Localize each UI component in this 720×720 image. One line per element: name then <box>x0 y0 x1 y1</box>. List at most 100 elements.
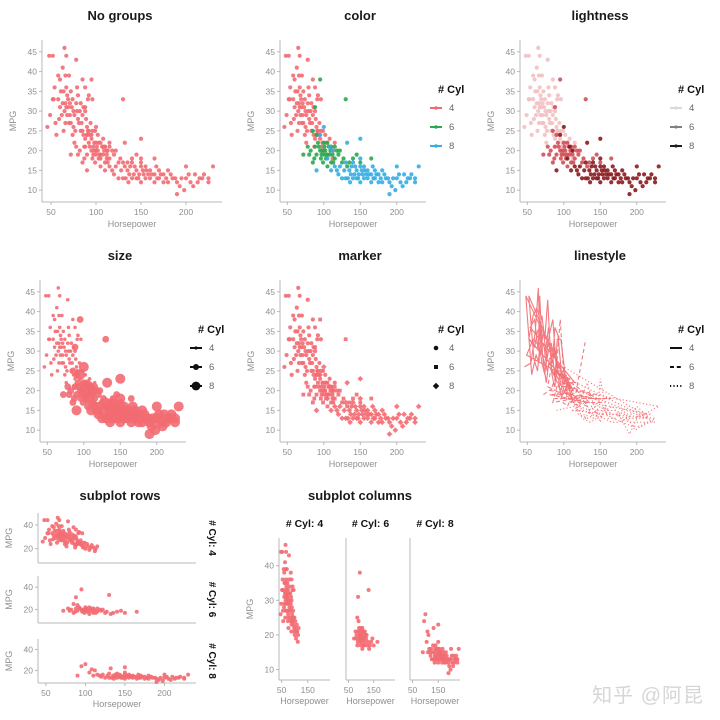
svg-text:4: 4 <box>689 103 694 114</box>
svg-text:30: 30 <box>28 106 38 116</box>
svg-text:Horsepower: Horsepower <box>329 459 378 469</box>
svg-text:25: 25 <box>506 366 516 376</box>
svg-text:100: 100 <box>317 207 331 217</box>
svg-text:MPG: MPG <box>245 599 255 620</box>
marker-title: marker <box>338 248 382 263</box>
svg-text:20: 20 <box>24 605 34 615</box>
svg-text:100: 100 <box>557 447 571 457</box>
marker-chart: 50 100 150 200 10 15 20 25 30 35 40 45 Horsepower MPG… <box>246 280 464 469</box>
svg-text:40: 40 <box>26 307 36 317</box>
svg-text:25: 25 <box>506 126 516 136</box>
panel-subplot-columns: subplot columns 50 150 10 20 30 40 Horsepower M… <box>240 480 480 720</box>
svg-text:Horsepower: Horsepower <box>346 696 395 706</box>
svg-text:# Cyl: 8: # Cyl: 8 <box>416 518 454 530</box>
svg-text:35: 35 <box>26 326 36 336</box>
svg-text:6: 6 <box>449 122 454 133</box>
svg-text:Horsepower: Horsepower <box>411 696 460 706</box>
svg-text:25: 25 <box>28 126 38 136</box>
svg-text:15: 15 <box>28 165 38 175</box>
svg-text:# Cyl: # Cyl <box>438 84 464 96</box>
svg-text:150: 150 <box>353 207 367 217</box>
panel-subplot-rows: subplot rows 20 40 MPG # Cyl: 4 20 40 MPG # Cyl… <box>0 480 240 720</box>
svg-text:50: 50 <box>408 685 418 695</box>
svg-text:200: 200 <box>390 447 404 457</box>
svg-text:6: 6 <box>689 122 694 133</box>
svg-text:# Cyl: 4: # Cyl: 4 <box>206 520 217 556</box>
svg-text:50: 50 <box>283 447 293 457</box>
svg-text:200: 200 <box>390 207 404 217</box>
linestyle-title: linestyle <box>573 248 627 263</box>
svg-text:50: 50 <box>43 447 53 457</box>
svg-text:15: 15 <box>506 405 516 415</box>
svg-text:40: 40 <box>28 67 38 77</box>
svg-text:45: 45 <box>506 287 516 297</box>
svg-text:MPG: MPG <box>486 111 496 132</box>
svg-text:200: 200 <box>630 447 644 457</box>
svg-text:45: 45 <box>26 287 36 297</box>
svg-text:# Cyl: 8: # Cyl: 8 <box>206 643 217 679</box>
svg-text:4: 4 <box>209 343 214 354</box>
svg-text:50: 50 <box>344 685 354 695</box>
svg-text:30: 30 <box>506 106 516 116</box>
svg-text:6: 6 <box>209 362 214 373</box>
svg-text:8: 8 <box>449 381 454 392</box>
svg-text:# Cyl: 6: # Cyl: 6 <box>352 518 390 530</box>
no-groups-title: No groups <box>87 8 153 23</box>
svg-text:45: 45 <box>506 47 516 57</box>
color-title: color <box>344 8 376 23</box>
svg-text:20: 20 <box>506 146 516 156</box>
size-chart: 50 100 150 200 10 15 20 25 30 35 40 45 Horsepower MPG… <box>6 280 224 469</box>
svg-text:6: 6 <box>449 362 454 373</box>
svg-text:10: 10 <box>506 425 516 435</box>
svg-text:100: 100 <box>89 207 103 217</box>
svg-text:30: 30 <box>506 346 516 356</box>
svg-text:20: 20 <box>24 665 34 675</box>
svg-text:100: 100 <box>317 447 331 457</box>
svg-text:25: 25 <box>26 366 36 376</box>
svg-text:Horsepower: Horsepower <box>329 219 378 229</box>
svg-text:Horsepower: Horsepower <box>108 219 157 229</box>
svg-text:40: 40 <box>24 644 34 654</box>
svg-text:150: 150 <box>367 685 381 695</box>
svg-text:MPG: MPG <box>4 528 14 549</box>
panel-linestyle: linestyle 50 100 150 200 10 15 20 25 30 35 40 45 Hor… <box>480 240 720 480</box>
svg-text:20: 20 <box>266 386 276 396</box>
svg-text:10: 10 <box>506 185 516 195</box>
svg-text:MPG: MPG <box>246 111 256 132</box>
svg-text:MPG: MPG <box>4 651 14 672</box>
svg-text:MPG: MPG <box>8 111 18 132</box>
svg-text:8: 8 <box>689 381 694 392</box>
svg-text:200: 200 <box>630 207 644 217</box>
svg-text:8: 8 <box>209 381 214 392</box>
svg-text:150: 150 <box>118 688 132 698</box>
svg-text:150: 150 <box>431 685 445 695</box>
svg-text:50: 50 <box>277 685 287 695</box>
panel-marker: marker 50 100 150 200 10 15 20 25 30 35 40 45 Horsep… <box>240 240 480 480</box>
subplot-rows-chart: 20 40 MPG # Cyl: 4 20 40 MPG # Cyl: 6 50 100 150 20… <box>4 513 217 709</box>
svg-text:200: 200 <box>179 207 193 217</box>
svg-text:100: 100 <box>557 207 571 217</box>
svg-text:# Cyl: 4: # Cyl: 4 <box>286 518 324 530</box>
svg-text:20: 20 <box>24 544 34 554</box>
svg-text:150: 150 <box>134 207 148 217</box>
svg-text:200: 200 <box>150 447 164 457</box>
svg-text:35: 35 <box>266 86 276 96</box>
svg-text:50: 50 <box>283 207 293 217</box>
svg-text:Horsepower: Horsepower <box>93 699 142 709</box>
lightness-title: lightness <box>571 8 629 23</box>
svg-text:# Cyl: # Cyl <box>198 324 224 336</box>
svg-text:10: 10 <box>266 425 276 435</box>
svg-text:15: 15 <box>506 165 516 175</box>
panel-no-groups: No groups 50 100 150 200 10 15 20 25 30 35 40 45 Hor… <box>0 0 240 240</box>
svg-text:15: 15 <box>266 405 276 415</box>
svg-text:35: 35 <box>28 86 38 96</box>
svg-text:40: 40 <box>24 582 34 592</box>
svg-text:100: 100 <box>77 447 91 457</box>
svg-text:# Cyl: # Cyl <box>678 84 704 96</box>
svg-text:50: 50 <box>46 207 56 217</box>
svg-text:20: 20 <box>28 146 38 156</box>
svg-text:200: 200 <box>157 688 171 698</box>
svg-text:10: 10 <box>266 185 276 195</box>
svg-text:35: 35 <box>266 326 276 336</box>
